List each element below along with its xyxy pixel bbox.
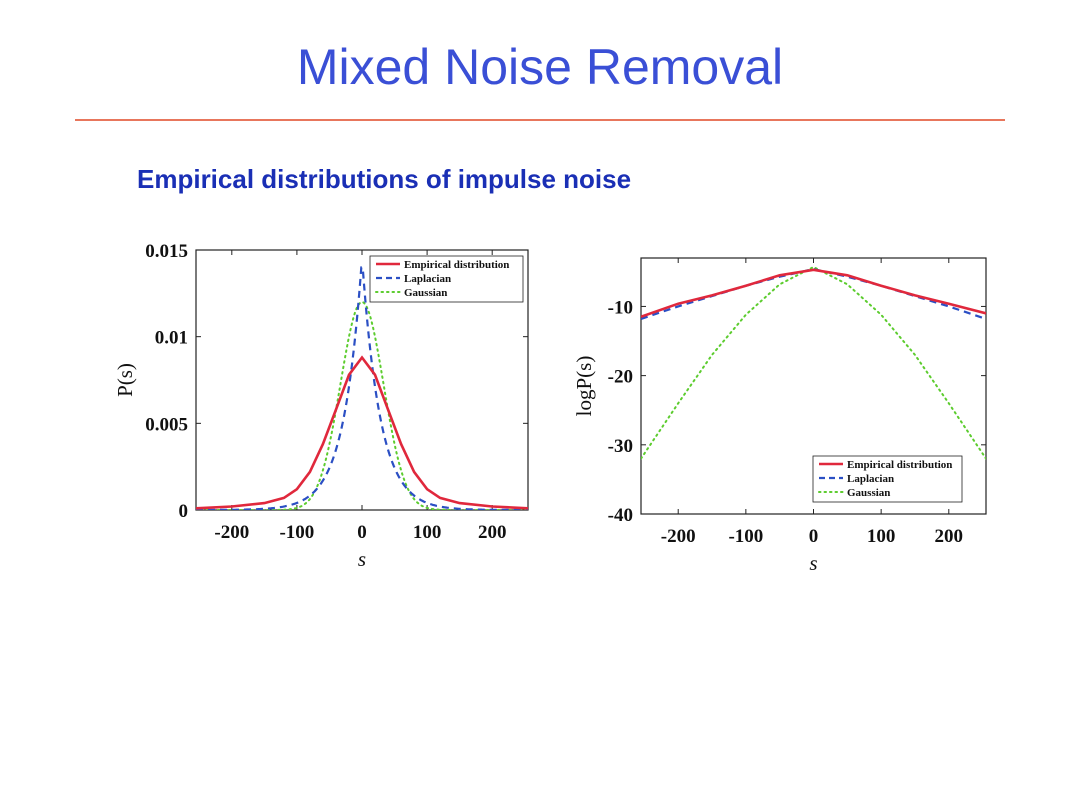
title-divider: [75, 119, 1005, 121]
y-tick-label: 0.015: [145, 241, 188, 262]
y-axis-label: logP(s): [572, 356, 596, 417]
x-tick-label: 0: [357, 522, 367, 543]
y-tick-label: 0.01: [155, 328, 188, 349]
legend-label-laplacian: Laplacian: [404, 273, 451, 285]
series-line-laplacian: [641, 267, 986, 320]
x-tick-label: -200: [214, 522, 249, 543]
y-tick-label: 0: [179, 501, 189, 522]
legend-label-empirical: Empirical distribution: [404, 259, 509, 271]
x-tick-label: -100: [279, 522, 314, 543]
y-tick-label: -10: [608, 297, 633, 318]
legend-label-empirical: Empirical distribution: [847, 459, 952, 471]
x-tick-label: -100: [728, 526, 763, 547]
x-tick-label: 100: [413, 522, 442, 543]
legend-label-laplacian: Laplacian: [847, 473, 894, 485]
y-tick-label: -40: [608, 505, 633, 526]
series-line-laplacian: [196, 266, 528, 510]
x-tick-label: 100: [867, 526, 896, 547]
x-tick-label: -200: [661, 526, 696, 547]
legend-label-gaussian: Gaussian: [847, 487, 890, 499]
y-tick-label: -20: [608, 367, 633, 388]
series-line-empirical: [196, 355, 528, 510]
y-tick-label: -30: [608, 436, 633, 457]
x-axis-label: s: [358, 547, 366, 571]
x-tick-label: 0: [809, 526, 819, 547]
series-line-gaussian: [641, 265, 986, 460]
legend-label-gaussian: Gaussian: [404, 287, 447, 299]
x-axis-label: s: [809, 551, 817, 575]
x-tick-label: 200: [935, 526, 964, 547]
x-tick-label: 200: [478, 522, 507, 543]
series-line-empirical: [641, 268, 986, 319]
y-tick-label: 0.005: [145, 414, 188, 435]
slide-title: Mixed Noise Removal: [296, 39, 784, 95]
y-axis-label: P(s): [113, 363, 137, 397]
slide-subtitle: Empirical distributions of impulse noise: [137, 164, 632, 194]
